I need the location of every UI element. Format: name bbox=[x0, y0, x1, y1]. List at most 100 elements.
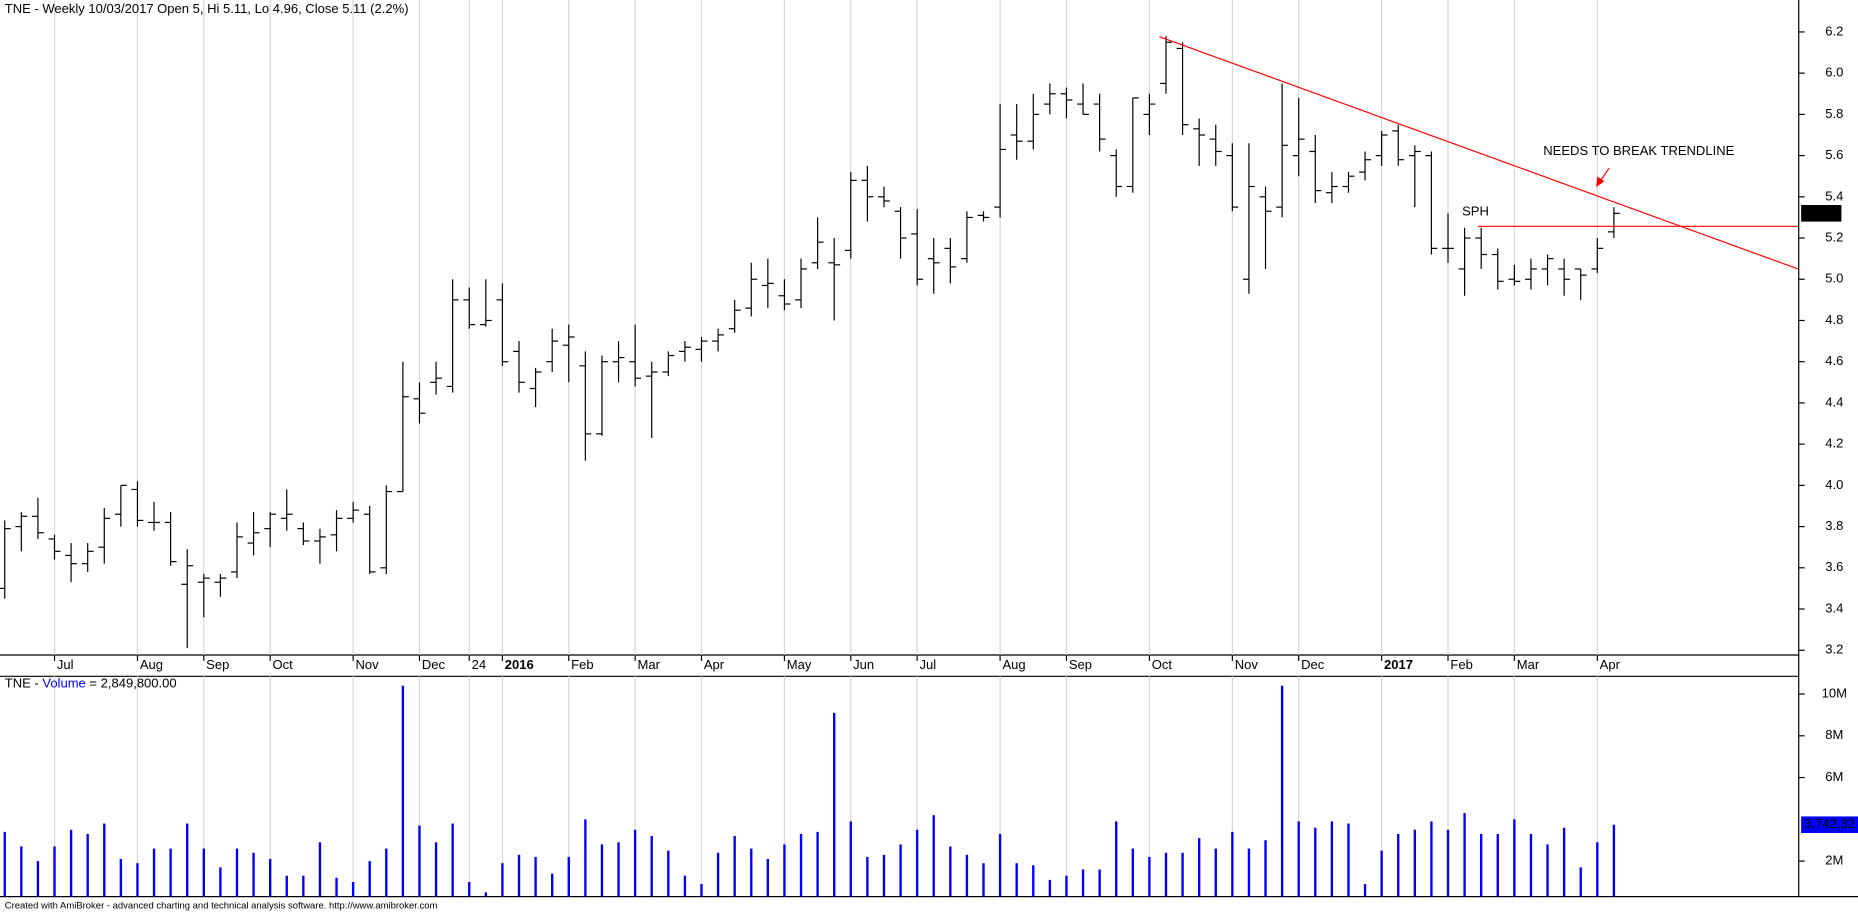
volume-bar bbox=[766, 859, 770, 897]
volume-bar bbox=[1347, 823, 1350, 897]
volume-bar bbox=[1496, 833, 1499, 897]
volume-bar bbox=[833, 712, 836, 897]
volume-bar bbox=[1148, 856, 1151, 897]
volume-bar bbox=[1314, 827, 1317, 897]
volume-bar bbox=[1081, 869, 1085, 897]
volume-bar bbox=[302, 875, 305, 897]
volume-bar bbox=[617, 842, 620, 897]
volume-bar bbox=[584, 819, 587, 897]
volume-bar bbox=[1546, 844, 1549, 897]
volume-bar bbox=[69, 829, 73, 897]
volume-bar bbox=[235, 848, 239, 897]
x-tick-label: Aug bbox=[140, 657, 163, 672]
volume-bar bbox=[667, 850, 670, 897]
y-tick-label: 3.8 bbox=[1825, 518, 1843, 533]
volume-bar bbox=[434, 842, 438, 897]
x-tick-label: May bbox=[787, 657, 812, 672]
volume-bar bbox=[169, 848, 172, 897]
volume-bar bbox=[866, 856, 869, 897]
volume-bar bbox=[202, 848, 205, 897]
last-value-label: 3,742,32 bbox=[1804, 816, 1855, 831]
y-tick-label: 5.4 bbox=[1825, 188, 1843, 203]
volume-bar bbox=[899, 844, 902, 897]
y-tick-label: 10M bbox=[1822, 685, 1847, 700]
volume-bar bbox=[318, 842, 322, 897]
legend-part: TNE - bbox=[5, 676, 43, 691]
volume-bar bbox=[268, 859, 272, 897]
volume-bar bbox=[1579, 867, 1582, 897]
volume-bar bbox=[136, 863, 139, 897]
volume-bar bbox=[1562, 827, 1566, 897]
volume-bar bbox=[799, 833, 803, 897]
arrow-head bbox=[1596, 176, 1605, 188]
volume-bar bbox=[1164, 852, 1168, 897]
volume-bar bbox=[1197, 838, 1201, 897]
volume-bar bbox=[1131, 848, 1134, 897]
volume-bar bbox=[119, 859, 123, 897]
volume-bar bbox=[20, 846, 23, 897]
volume-bar bbox=[501, 863, 504, 897]
volume-bar bbox=[1529, 833, 1533, 897]
volume-bar bbox=[1098, 869, 1101, 897]
volume-bar bbox=[1214, 848, 1217, 897]
volume-bar bbox=[335, 877, 338, 897]
legend-value: = 2,849,800.00 bbox=[86, 676, 177, 691]
volume-bar bbox=[103, 823, 106, 897]
legend-series-name: Volume bbox=[42, 676, 85, 691]
volume-bar bbox=[998, 833, 1002, 897]
volume-bar bbox=[152, 848, 156, 897]
volume-bar bbox=[285, 875, 288, 897]
volume-bar bbox=[385, 848, 388, 897]
y-tick-label: 2M bbox=[1825, 853, 1843, 868]
y-tick-label: 6M bbox=[1825, 769, 1843, 784]
last-value-badge bbox=[1801, 816, 1858, 834]
volume-bar bbox=[1480, 833, 1483, 897]
annotation: SPH bbox=[1462, 204, 1489, 219]
x-tick-label: Jul bbox=[57, 657, 74, 672]
volume-bar bbox=[53, 846, 56, 897]
y-tick-label: 5.8 bbox=[1825, 106, 1843, 121]
volume-bar bbox=[219, 867, 222, 897]
volume-bar bbox=[1065, 875, 1068, 897]
volume-bar bbox=[186, 823, 189, 897]
trend-line bbox=[1159, 36, 1799, 270]
volume-bar bbox=[965, 854, 969, 897]
volume-bar bbox=[982, 863, 985, 897]
y-tick-label: 4.0 bbox=[1825, 477, 1843, 492]
volume-bar bbox=[949, 846, 952, 897]
y-tick-label: 4.4 bbox=[1825, 394, 1843, 409]
x-tick-label: 24 bbox=[472, 657, 486, 672]
volume-bar bbox=[915, 829, 919, 897]
volume-bar bbox=[633, 829, 637, 897]
x-tick-label: Nov bbox=[1235, 657, 1259, 672]
volume-bar bbox=[368, 861, 371, 897]
y-tick-label: 5.6 bbox=[1825, 147, 1843, 162]
y-tick-label: 5.0 bbox=[1825, 271, 1843, 286]
volume-bar bbox=[1297, 821, 1300, 897]
x-tick-label: Jul bbox=[920, 657, 937, 672]
x-tick-label: Aug bbox=[1002, 657, 1025, 672]
x-tick-label: Jun bbox=[853, 657, 874, 672]
volume-bar bbox=[733, 836, 736, 897]
x-tick-label: Feb bbox=[1450, 657, 1472, 672]
volume-bar bbox=[252, 852, 255, 897]
volume-bar bbox=[1413, 829, 1417, 897]
x-tick-label: Mar bbox=[1517, 657, 1540, 672]
volume-bar bbox=[1513, 819, 1516, 897]
volume-bar bbox=[351, 881, 355, 897]
last-value-badge bbox=[1801, 205, 1842, 222]
volume-bar bbox=[36, 861, 40, 897]
volume-bar bbox=[1015, 863, 1018, 897]
y-tick-label: 6.0 bbox=[1825, 65, 1843, 80]
x-tick-label: Dec bbox=[422, 657, 446, 672]
volume-bar bbox=[86, 833, 89, 897]
y-tick-label: 3.4 bbox=[1825, 600, 1843, 615]
volume-bar bbox=[534, 856, 537, 897]
volume-bar bbox=[1612, 824, 1616, 897]
x-tick-label: Apr bbox=[1600, 657, 1621, 672]
x-tick-label: Nov bbox=[355, 657, 379, 672]
y-tick-label: 3.6 bbox=[1825, 559, 1843, 574]
volume-bar bbox=[451, 823, 454, 897]
